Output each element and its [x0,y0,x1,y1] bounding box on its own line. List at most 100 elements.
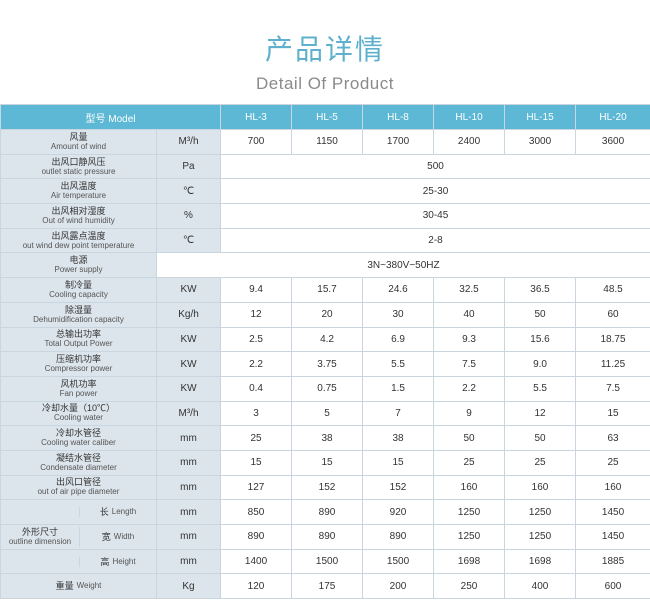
row-label: 冷却水量（10℃） Cooling water [0,400,157,427]
unit-cell: ℃ [155,227,222,254]
value-cell: 1.5 [362,375,435,402]
value-cell: 24.6 [362,277,435,303]
table-row: 出风温度 Air temperature ℃ 25-30 [0,178,650,205]
row-label-cn: 重量 [55,581,74,592]
unit-cell: KW [155,277,222,303]
unit-cell: mm [155,449,222,476]
row-label: 总输出功率 Total Output Power [0,326,157,353]
value-cell: 15.6 [504,326,577,353]
value-cell: 160 [575,474,650,501]
value-cell: 127 [220,474,293,501]
model-header-cell: 型号 Model [0,104,222,130]
value-cell: 890 [220,524,293,550]
value-cell: 5 [291,400,364,427]
row-label-en: out wind dew point temperature [22,240,135,250]
value-cell: 15.7 [291,277,364,303]
value-cell: 18.75 [575,326,650,353]
spec-table: 型号 Model HL-3 HL-5 HL-8 HL-10 HL-15 HL-20 风量 Amo… [0,104,650,600]
value-cell: 9.4 [220,277,293,303]
table-row: 总输出功率 Total Output Power KW 2.5 4.2 6.9 9.3 15.… [0,326,650,353]
value-cell: 400 [504,573,577,600]
model-name-cell: HL-3 [220,104,293,130]
dimension-label-en: outline dimension [8,536,72,546]
table-row: 出风口静风压 outlet static pressure Pa 500 [0,153,650,180]
dimension-sub-label: 宽 Width [80,527,156,547]
value-cell: 3000 [504,129,577,155]
dimension-sub-en: Width [113,531,135,541]
table-row: 出风口管径 out of air pipe diameter mm 127 152 152… [0,474,650,501]
value-cell: 1500 [291,548,364,575]
table-row: 电源 Power supply 3N~380V~50HZ [0,252,650,279]
dimension-label-cell: 高 Height [0,548,157,575]
value-cell: 1400 [220,548,293,575]
value-cell: 12 [504,400,577,427]
model-name-cell: HL-8 [362,104,435,130]
row-label-cn: 压缩机功率 [55,354,101,365]
value-cell: 40 [433,301,506,328]
value-cell: 1250 [433,499,506,525]
row-label-cn: 总输出功率 [55,329,101,340]
table-row: 外形尺寸 outline dimension 宽 Width mm 890 890 890 12… [0,524,650,550]
value-cell: 50 [504,425,577,451]
row-label: 风量 Amount of wind [0,129,157,155]
row-label: 电源 Power supply [0,252,157,279]
page-title: 产品详情 [264,33,385,66]
value-cell: 5.5 [362,351,435,377]
unit-cell: Kg/h [155,301,222,328]
unit-cell: M³/h [155,400,222,427]
value-cell: 1500 [362,548,435,575]
row-label-cn: 凝结水管径 [55,452,101,463]
value-cell: 50 [433,425,506,451]
unit-cell: mm [155,524,222,550]
row-label-cn: 风机功率 [60,378,97,389]
row-label-en: Cooling water caliber [41,438,116,448]
value-cell: 1250 [433,524,506,550]
value-cell: 120 [220,573,293,600]
row-label-en: Cooling water [54,413,103,423]
value-cell: 5.5 [504,375,577,402]
row-label-en: outlet static pressure [41,166,116,176]
row-label: 凝结水管径 Condensate diameter [0,449,157,476]
value-cell: 1450 [575,499,650,525]
row-label-en: Cooling capacity [49,289,108,299]
value-cell: 48.5 [575,277,650,303]
value-cell-merged: 25-30 [220,178,650,205]
row-label-en: Condensate diameter [40,462,117,472]
dimension-sub-label: 高 Height [80,557,156,567]
value-cell: 152 [362,474,435,501]
unit-cell: KW [155,326,222,353]
row-label-en: Amount of wind [50,141,107,151]
value-cell: 2400 [433,129,506,155]
value-cell: 1698 [433,548,506,575]
row-label-cn: 电源 [69,255,88,266]
value-cell: 9.3 [433,326,506,353]
value-cell: 7.5 [433,351,506,377]
value-cell: 0.4 [220,375,293,402]
table-row: 凝结水管径 Condensate diameter mm 15 15 15 25 25 25 [0,449,650,476]
value-cell: 60 [575,301,650,328]
value-cell: 9.0 [504,351,577,377]
table-row: 出风露点温度 out wind dew point temperature ℃ 2-8 [0,227,650,254]
value-cell: 6.9 [362,326,435,353]
row-label-cn: 出风相对湿度 [51,205,106,216]
row-label-cn: 除湿量 [64,304,92,315]
value-cell: 25 [504,449,577,476]
row-label-en: out of air pipe diameter [37,487,120,497]
row-label-en: Compressor power [44,364,113,374]
value-cell: 1700 [362,129,435,155]
value-cell: 25 [220,425,293,451]
value-cell: 850 [220,499,293,525]
value-cell: 700 [220,129,293,155]
unit-cell: mm [155,474,222,501]
model-name-cell: HL-20 [575,104,650,130]
value-cell: 160 [433,474,506,501]
row-label-en: Power supply [54,265,103,275]
value-cell: 890 [291,524,364,550]
page-header: 产品详情 Detail Of Product [0,0,650,102]
value-cell: 3.75 [291,351,364,377]
model-name-cell: HL-15 [504,104,577,130]
table-row: 冷却水管径 Cooling water caliber mm 25 38 38 50 50 63 [0,425,650,451]
value-cell: 7 [362,400,435,427]
value-cell-merged: 2-8 [220,227,650,254]
value-cell: 200 [362,573,435,600]
